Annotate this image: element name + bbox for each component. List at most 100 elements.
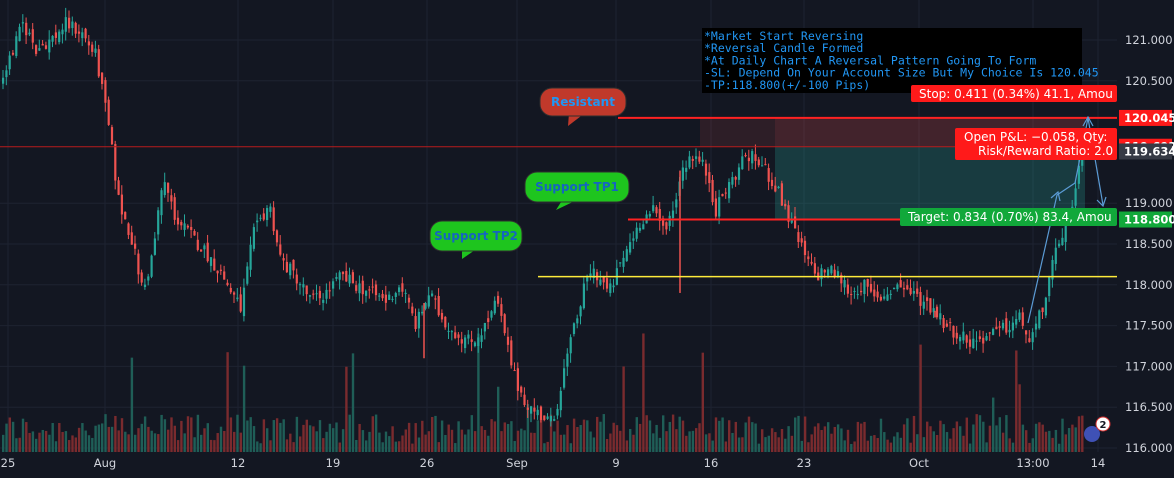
candle-body — [777, 186, 780, 189]
candle-body — [104, 80, 107, 103]
volume-bar — [417, 437, 421, 452]
candle-body — [170, 195, 173, 202]
volume-bar — [955, 421, 959, 452]
volume-bar — [866, 440, 869, 452]
candle-body — [127, 223, 130, 235]
candle-body — [328, 290, 331, 292]
volume-bar — [741, 437, 744, 452]
candle-body — [315, 293, 318, 295]
volume-bar — [589, 431, 592, 452]
volume-bar — [794, 417, 797, 452]
volume-bar — [761, 429, 764, 452]
volume-bar — [896, 432, 899, 452]
candle-body — [252, 227, 255, 249]
candle-body — [850, 294, 853, 296]
volume-bar — [959, 426, 962, 452]
price-label-bg — [1119, 143, 1172, 160]
volume-bar — [605, 439, 609, 452]
volume-bar — [167, 429, 170, 452]
candle-body — [493, 300, 496, 314]
candle-body — [275, 230, 279, 243]
volume-bar — [780, 428, 784, 452]
candle-body — [533, 407, 536, 412]
events-badge[interactable]: 2 — [1084, 416, 1111, 442]
volume-bar — [361, 430, 365, 452]
volume-bar — [810, 434, 813, 452]
volume-bar — [992, 397, 995, 452]
volume-bar — [629, 429, 632, 452]
candle-body — [44, 45, 48, 49]
volume-bar — [81, 423, 84, 452]
volume-bar — [566, 425, 569, 452]
candle-body — [140, 272, 143, 283]
x-tick-label: 13:00 — [1016, 456, 1049, 470]
candle-body — [388, 294, 391, 300]
volume-bar — [1077, 416, 1081, 452]
volume-bar — [97, 424, 101, 452]
x-axis: 25 Aug 12 19 26 Sep 9 16 23 Oct 13:00 14 — [1, 456, 1106, 470]
volume-bar — [444, 434, 447, 452]
volume-bar — [437, 442, 440, 452]
candle-body — [54, 32, 57, 38]
candle-body — [635, 227, 638, 239]
candle-body — [576, 318, 579, 324]
candle-body — [526, 407, 529, 410]
candle-body — [477, 337, 480, 347]
candle-body — [767, 168, 770, 182]
candle-body — [780, 183, 783, 206]
volume-bar — [2, 434, 5, 452]
candle-body — [556, 408, 559, 416]
candle-body — [223, 271, 226, 280]
volume-bar — [279, 422, 282, 452]
volume-bar — [843, 440, 846, 452]
candle-body — [226, 282, 229, 286]
volume-bar — [64, 431, 68, 452]
candle-body — [341, 271, 345, 275]
volume-bar — [203, 428, 206, 452]
candle-body — [688, 156, 691, 168]
volume-bar — [846, 429, 850, 452]
volume-bar — [615, 425, 619, 452]
candle-body — [939, 313, 942, 320]
volume-bar — [252, 426, 256, 452]
volume-bar — [328, 423, 332, 452]
candle-body — [784, 203, 787, 207]
candle-body — [173, 197, 176, 220]
candle-body — [348, 274, 351, 284]
candle-body — [523, 394, 526, 405]
volume-bar — [15, 438, 18, 452]
candle-body — [64, 17, 67, 32]
volume-bar — [648, 420, 652, 452]
candle-body — [417, 311, 420, 329]
volume-bar — [576, 426, 579, 452]
volume-bar — [879, 418, 883, 452]
candle-body — [460, 339, 463, 344]
stop-label-bg — [911, 85, 1117, 102]
candle-body — [239, 294, 242, 312]
candle-body — [1038, 310, 1041, 329]
volume-bar — [229, 417, 233, 452]
volume-bar — [543, 443, 546, 452]
candle-body — [1001, 322, 1005, 329]
volume-bar — [196, 414, 200, 452]
volume-bar — [642, 333, 645, 452]
volume-bar — [130, 357, 134, 452]
volume-bar — [840, 428, 843, 452]
volume-bar — [411, 443, 414, 452]
candle-body — [407, 297, 411, 303]
candle-body — [572, 323, 576, 334]
volume-bar — [1008, 438, 1011, 452]
candle-body — [658, 209, 661, 221]
volume-bar — [619, 430, 622, 452]
volume-bar — [728, 420, 731, 452]
volume-bar — [926, 421, 929, 452]
candle-body — [893, 287, 896, 290]
candle-body — [797, 232, 800, 242]
volume-bar — [28, 432, 31, 452]
candle-body — [299, 284, 302, 286]
price-label: 118.800 — [1124, 213, 1174, 227]
volume-bar — [51, 422, 54, 452]
volume-bar — [681, 420, 685, 452]
